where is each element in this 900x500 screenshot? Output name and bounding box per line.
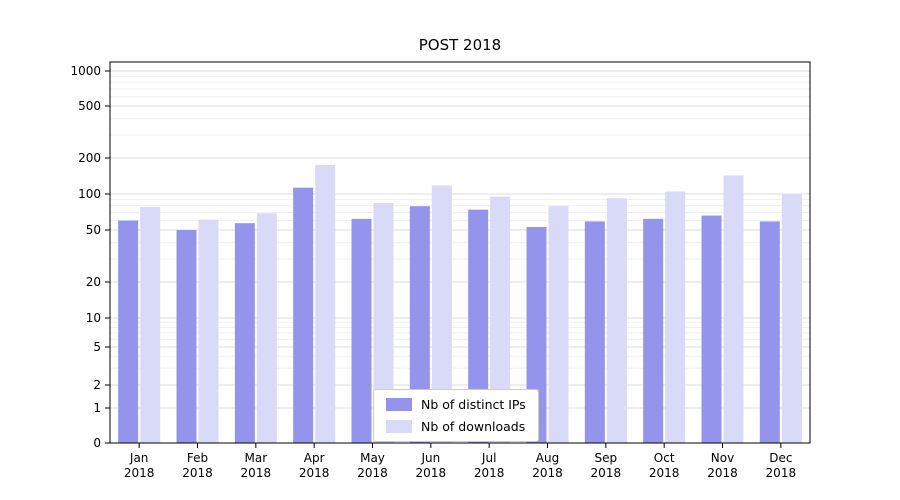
x-tick-label: 2018 <box>474 466 505 480</box>
bar-distinct-ips <box>234 223 255 443</box>
bar-distinct-ips <box>526 226 547 443</box>
y-tick-label: 5 <box>93 340 101 354</box>
axes-border <box>109 61 811 444</box>
x-tick-label: Feb <box>187 451 208 465</box>
bar-downloads <box>431 185 452 443</box>
bar-downloads <box>256 213 277 443</box>
legend-swatch-distinct-ips <box>386 398 412 411</box>
x-tick-label: Aug <box>536 451 559 465</box>
legend-item-distinct-ips: Nb of distinct IPs <box>386 397 526 412</box>
bar-distinct-ips <box>759 221 780 443</box>
x-tick-label: Jun <box>420 451 440 465</box>
bar-distinct-ips <box>701 215 722 443</box>
x-tick-label: Sep <box>595 451 618 465</box>
x-tick-label: 2018 <box>591 466 622 480</box>
y-tick-label: 500 <box>78 99 101 113</box>
x-tick-label: Mar <box>245 451 268 465</box>
x-tick-label: Apr <box>304 451 325 465</box>
legend: Nb of distinct IPs Nb of downloads <box>373 389 539 442</box>
x-tick-label: Oct <box>654 451 675 465</box>
x-tick-label: 2018 <box>299 466 330 480</box>
x-tick-label: Jul <box>481 451 496 465</box>
x-tick-label: Jan <box>129 451 149 465</box>
legend-label-downloads: Nb of downloads <box>421 419 526 434</box>
x-tick-label: 2018 <box>532 466 563 480</box>
bar-downloads <box>665 191 686 443</box>
bar-downloads <box>373 203 394 443</box>
y-tick-label: 20 <box>86 275 101 289</box>
bar-downloads <box>490 196 511 443</box>
bar-downloads <box>315 164 336 443</box>
legend-item-downloads: Nb of downloads <box>386 419 526 434</box>
x-tick-label: 2018 <box>124 466 155 480</box>
y-tick-label: 1 <box>93 401 101 415</box>
bar-distinct-ips <box>176 230 197 443</box>
bar-distinct-ips <box>468 209 489 443</box>
y-tick-label: 100 <box>78 187 101 201</box>
bar-downloads <box>548 206 569 443</box>
x-tick-label: 2018 <box>649 466 680 480</box>
y-tick-label: 10 <box>86 311 101 325</box>
bar-downloads <box>606 198 627 443</box>
bar-downloads <box>781 194 802 443</box>
legend-swatch-downloads <box>386 420 412 433</box>
x-tick-label: 2018 <box>766 466 797 480</box>
y-tick-label: 1000 <box>70 64 101 78</box>
bar-distinct-ips <box>293 187 314 443</box>
bar-downloads <box>723 175 744 443</box>
bar-downloads <box>140 206 161 443</box>
x-tick-label: 2018 <box>357 466 388 480</box>
x-tick-label: 2018 <box>182 466 213 480</box>
bar-distinct-ips <box>584 221 605 443</box>
bar-downloads <box>198 219 219 443</box>
y-tick-label: 2 <box>93 378 101 392</box>
bar-distinct-ips <box>351 218 372 443</box>
y-tick-label: 0 <box>93 436 101 450</box>
legend-label-distinct-ips: Nb of distinct IPs <box>421 397 526 412</box>
x-tick-label: Dec <box>769 451 792 465</box>
bar-distinct-ips <box>409 206 430 443</box>
x-tick-label: Nov <box>711 451 734 465</box>
x-tick-label: 2018 <box>707 466 738 480</box>
x-tick-label: 2018 <box>416 466 447 480</box>
bar-distinct-ips <box>643 218 664 443</box>
y-tick-label: 200 <box>78 151 101 165</box>
chart-title: POST 2018 <box>418 36 502 54</box>
x-tick-label: 2018 <box>241 466 272 480</box>
y-tick-label: 50 <box>86 223 101 237</box>
x-tick-label: May <box>360 451 385 465</box>
bar-distinct-ips <box>118 220 139 443</box>
